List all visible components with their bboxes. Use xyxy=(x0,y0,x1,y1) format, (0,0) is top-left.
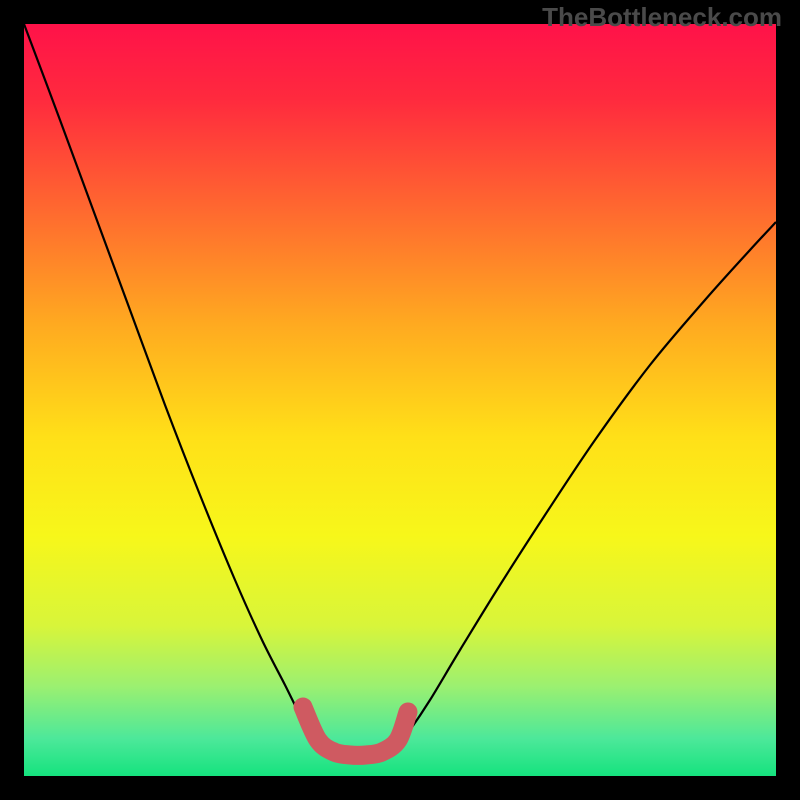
plot-background xyxy=(24,24,776,776)
chart-frame xyxy=(0,0,800,800)
watermark-text: TheBottleneck.com xyxy=(542,2,782,33)
chart-svg xyxy=(0,0,800,800)
